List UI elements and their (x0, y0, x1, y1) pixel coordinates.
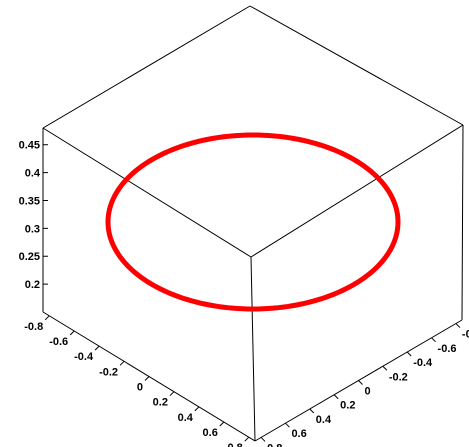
x-tick-label: -0.8 (24, 321, 43, 333)
x-tick-label-group: 0 (137, 382, 143, 394)
y-tick-mark (333, 394, 339, 400)
x-tick-mark (69, 330, 75, 336)
y-tick-mark (431, 337, 436, 343)
y-tick-mark (260, 437, 266, 442)
x-tick-mark (44, 315, 50, 321)
box-edge-inner-left (42, 127, 252, 258)
z-tick-label: 0.3 (25, 223, 40, 235)
box-edge-top-right (249, 5, 464, 126)
z-tick-label: 0.4 (25, 168, 41, 180)
box-edge-right-vertical (461, 124, 464, 321)
y-tick-label: 0.4 (316, 414, 332, 426)
y-tick-label: -0.4 (413, 357, 433, 369)
z-tick-label: 0.2 (25, 279, 40, 291)
x-tick-mark (194, 406, 200, 412)
series-circle-curve (105, 132, 401, 312)
y-tick-label: -0.2 (389, 371, 408, 383)
x-tick-label: 0 (137, 382, 143, 394)
x-tick-label: 0.2 (153, 397, 168, 409)
x-tick-label: -0.6 (49, 336, 68, 348)
x-tick-label-group: 0.4 (178, 412, 194, 424)
z-tick-label: 0.45 (19, 140, 40, 152)
x-tick-label-group: -0.6 (49, 336, 68, 348)
y-tick-label: 0 (365, 386, 371, 398)
x-tick-mark (219, 421, 225, 427)
y-tick-mark (406, 351, 412, 357)
x-tick-label-group: 0.6 (203, 427, 218, 439)
x-tick-label: 0.8 (227, 442, 242, 447)
y-tick-mark (382, 365, 388, 371)
z-tick-label: 0.25 (19, 251, 40, 263)
y-tick-mark (285, 422, 290, 428)
y-tick-mark (309, 408, 315, 414)
x-tick-mark (144, 376, 150, 381)
x-tick-mark (119, 360, 125, 366)
x-tick-label-group: -0.8 (24, 321, 43, 333)
box-edge-top-left (42, 5, 251, 129)
z-tick-label: 0.35 (19, 195, 40, 207)
x-tick-label-group: -0.4 (74, 351, 94, 363)
y-tick-label: 0.2 (340, 400, 355, 412)
y-tick-mark (358, 380, 363, 385)
x-tick-label-group: 0.2 (153, 397, 168, 409)
y-tick-mark (455, 323, 461, 328)
box-edge-front-vertical (250, 256, 256, 442)
x-tick-label: -0.4 (74, 351, 94, 363)
x-tick-label-group: 0.8 (227, 442, 242, 447)
x-tick-mark (169, 391, 175, 397)
data-curve-layer (105, 132, 401, 312)
y-tick-label: 0.6 (291, 428, 306, 440)
x-tick-label: 0.6 (203, 427, 218, 439)
x-tick-mark (94, 345, 100, 351)
x-tick-mark (244, 436, 250, 442)
y-tick-label: -0.8 (462, 329, 469, 341)
tick-layer: 0.2 0.25 0.3 0.35 0.4 0.45 -0.8 -0.6 -0.4 -0.2 0 0.… (19, 140, 469, 447)
y-tick-label: 0.8 (267, 442, 282, 447)
x-tick-label: -0.2 (99, 366, 118, 378)
y-tick-label: -0.6 (438, 343, 457, 355)
box-edge-inner-right (250, 124, 464, 258)
x-tick-label-group: -0.2 (99, 366, 118, 378)
x-tick-label: 0.4 (178, 412, 194, 424)
